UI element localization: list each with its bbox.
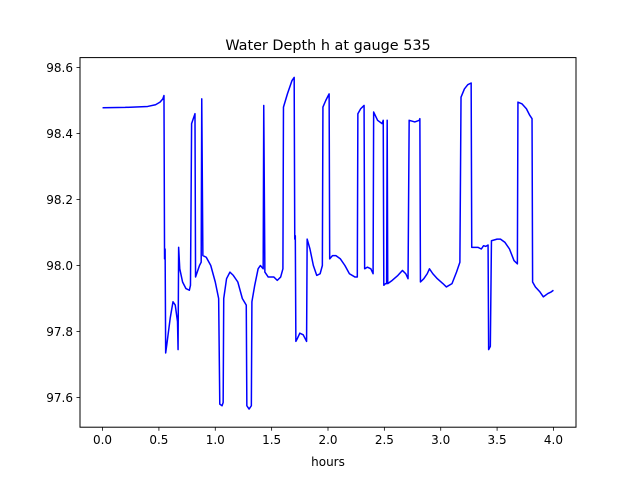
data-series-line bbox=[102, 76, 554, 410]
chart-title: Water Depth h at gauge 535 bbox=[225, 38, 430, 54]
x-tick-label: 3.5 bbox=[488, 433, 507, 447]
y-tick-label: 98.0 bbox=[46, 259, 73, 273]
x-axis: 0.0 0.5 1.0 1.5 2.0 2.5 3.0 3.5 4.0 bbox=[93, 427, 563, 447]
x-axis-label: hours bbox=[311, 455, 345, 469]
y-tick-label: 97.8 bbox=[46, 325, 73, 339]
y-axis: 97.6 97.8 98.0 98.2 98.4 98.6 bbox=[46, 61, 80, 405]
x-tick-label: 1.5 bbox=[262, 433, 281, 447]
x-tick-label: 2.0 bbox=[318, 433, 337, 447]
x-tick-label: 1.0 bbox=[206, 433, 225, 447]
x-tick-label: 0.5 bbox=[149, 433, 168, 447]
x-tick-label: 2.5 bbox=[375, 433, 394, 447]
y-tick-label: 98.2 bbox=[46, 193, 73, 207]
y-tick-label: 98.6 bbox=[46, 61, 73, 75]
x-tick-label: 4.0 bbox=[544, 433, 563, 447]
y-tick-label: 98.4 bbox=[46, 127, 73, 141]
y-tick-label: 97.6 bbox=[46, 391, 73, 405]
x-tick-label: 3.0 bbox=[431, 433, 450, 447]
x-tick-label: 0.0 bbox=[93, 433, 112, 447]
